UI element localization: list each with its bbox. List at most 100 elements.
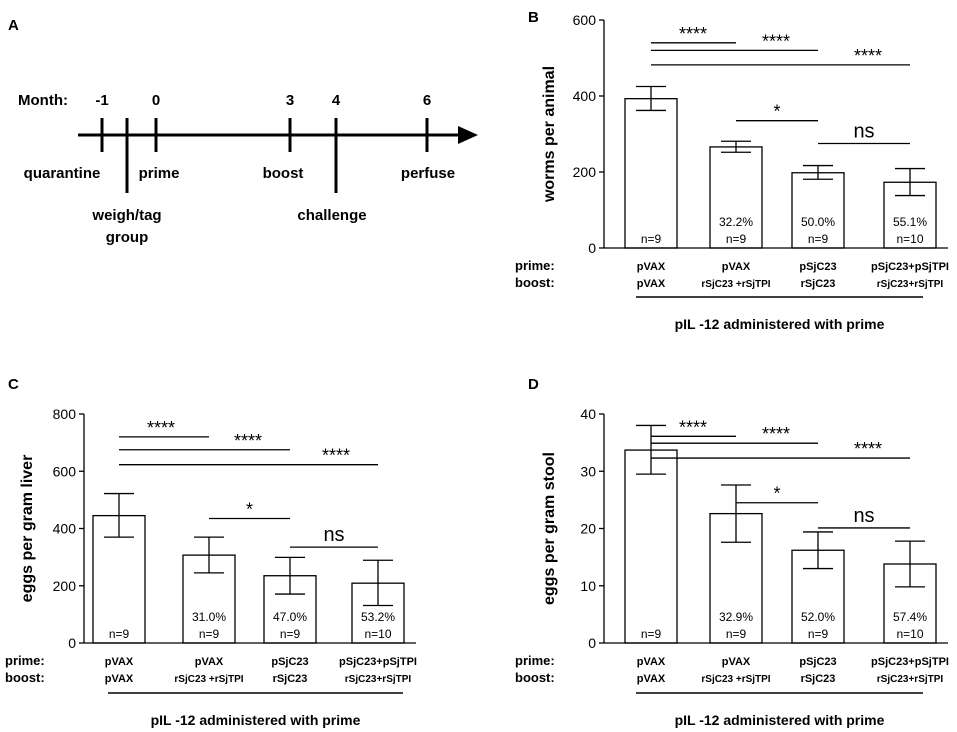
prime-row-label: prime: (515, 258, 555, 273)
significance-label: * (773, 484, 780, 504)
timeline-month-6: 6 (423, 92, 431, 109)
significance-label: **** (762, 424, 790, 444)
significance-label: **** (854, 439, 882, 459)
percent-reduction-label: 52.0% (801, 610, 835, 624)
boost-row-label: boost: (515, 670, 555, 685)
boost-group-label: rSjC23 +rSjTPI (174, 674, 243, 685)
timeline-event-challenge: challenge (297, 207, 366, 224)
prime-row-label: prime: (515, 653, 555, 668)
panel-a: A Month: -1 quarantine weigh/tag group 0… (8, 17, 478, 246)
prime-group-label: pVAX (637, 656, 666, 668)
significance-label: **** (679, 417, 707, 437)
y-tick-label: 200 (573, 164, 597, 180)
n-label: n=9 (641, 232, 662, 246)
prime-group-label: pVAX (722, 656, 751, 668)
il12-footer-label: pIL -12 administered with prime (151, 712, 361, 728)
n-label: n=9 (808, 232, 829, 246)
n-label: n=9 (726, 232, 747, 246)
boost-group-label: pVAX (637, 673, 666, 685)
percent-reduction-label: 32.2% (719, 215, 753, 229)
n-label: n=10 (364, 627, 391, 641)
timeline-event-weigh-line2: group (106, 229, 149, 246)
significance-label: **** (762, 31, 790, 51)
timeline-event-prime: prime (139, 165, 180, 182)
significance-label: **** (322, 446, 350, 466)
il12-footer-label: pIL -12 administered with prime (675, 712, 885, 728)
bar (624, 98, 678, 249)
percent-reduction-label: 47.0% (273, 610, 307, 624)
y-tick-label: 40 (580, 406, 596, 422)
month-label: Month: (18, 92, 68, 109)
significance-label: * (246, 499, 253, 519)
panel-b-letter: B (528, 9, 539, 26)
prime-group-label: pVAX (105, 656, 134, 668)
n-label: n=10 (896, 627, 923, 641)
n-label: n=9 (280, 627, 301, 641)
y-tick-label: 30 (580, 463, 596, 479)
boost-group-label: rSjC23 +rSjTPI (701, 279, 770, 290)
bar (883, 563, 937, 644)
y-tick-label: 0 (68, 635, 76, 651)
n-label: n=9 (199, 627, 220, 641)
y-axis-label: eggs per gram liver (19, 455, 36, 603)
prime-group-label: pSjC23 (271, 656, 308, 668)
prime-group-label: pVAX (637, 261, 666, 273)
significance-label: **** (147, 418, 175, 438)
panel-c-letter: C (8, 376, 19, 393)
boost-group-label: rSjC23+rSjTPI (877, 674, 944, 685)
boost-group-label: rSjC23 (801, 278, 836, 290)
timeline-event-quarantine: quarantine (24, 165, 101, 182)
y-tick-label: 600 (53, 463, 77, 479)
percent-reduction-label: 55.1% (893, 215, 927, 229)
panel-d-letter: D (528, 376, 539, 393)
timeline-event-boost: boost (263, 165, 304, 182)
chart-eggs-per-gram-stool: 0 10 20 30 40 eggs per gram stool n=9 pVAX pVAX n… (515, 406, 949, 728)
prime-group-label: pSjC23 (799, 261, 836, 273)
y-tick-label: 10 (580, 578, 596, 594)
boost-group-label: pVAX (105, 673, 134, 685)
panel-a-letter: A (8, 17, 19, 34)
timeline-event-weigh-line1: weigh/tag (91, 207, 161, 224)
bar (709, 146, 763, 249)
n-label: n=10 (896, 232, 923, 246)
significance-label: **** (234, 431, 262, 451)
percent-reduction-label: 31.0% (192, 610, 226, 624)
bar (624, 449, 678, 644)
boost-row-label: boost: (515, 275, 555, 290)
prime-group-label: pSjC23+pSjTPI (871, 656, 949, 668)
y-tick-label: 200 (53, 578, 77, 594)
timeline-event-perfuse: perfuse (401, 165, 455, 182)
percent-reduction-label: 53.2% (361, 610, 395, 624)
y-tick-label: 0 (588, 240, 596, 256)
significance-label: **** (854, 46, 882, 66)
boost-group-label: rSjC23+rSjTPI (877, 279, 944, 290)
chart-worms-per-animal: 0 200 400 600 worms per animal n=9 pVAX pVAX n=9… (515, 12, 949, 332)
n-label: n=9 (726, 627, 747, 641)
y-tick-label: 0 (588, 635, 596, 651)
significance-label: **** (679, 24, 707, 44)
y-axis-label: eggs per gram stool (541, 452, 558, 605)
timeline-month-3: 3 (286, 92, 294, 109)
prime-group-label: pVAX (722, 261, 751, 273)
timeline-arrowhead (458, 126, 478, 144)
n-label: n=9 (641, 627, 662, 641)
y-tick-label: 800 (53, 406, 77, 422)
prime-group-label: pSjC23 (799, 656, 836, 668)
prime-group-label: pVAX (195, 656, 224, 668)
prime-group-label: pSjC23+pSjTPI (871, 261, 949, 273)
y-tick-label: 400 (573, 88, 597, 104)
y-tick-label: 20 (580, 521, 596, 537)
prime-group-label: pSjC23+pSjTPI (339, 656, 417, 668)
boost-group-label: rSjC23 (273, 673, 308, 685)
boost-group-label: rSjC23+rSjTPI (345, 674, 412, 685)
chart-eggs-per-gram-liver: 0 200 400 600 800 eggs per gram liver n=9 pVAX p… (5, 406, 417, 728)
timeline-month-minus1: -1 (95, 92, 108, 109)
significance-label: * (773, 102, 780, 122)
significance-label: ns (853, 121, 874, 143)
y-tick-label: 600 (573, 12, 597, 28)
timeline-month-0: 0 (152, 92, 160, 109)
n-label: n=9 (808, 627, 829, 641)
timeline-month-4: 4 (332, 92, 341, 109)
y-tick-label: 400 (53, 521, 77, 537)
boost-group-label: pVAX (637, 278, 666, 290)
